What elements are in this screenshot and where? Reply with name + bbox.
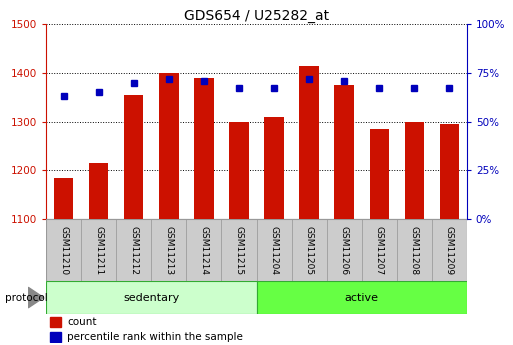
Bar xyxy=(369,129,389,219)
Bar xyxy=(334,85,354,219)
Text: GSM11211: GSM11211 xyxy=(94,226,103,275)
Bar xyxy=(186,219,222,281)
Bar xyxy=(256,219,291,281)
Bar xyxy=(159,73,179,219)
Text: GSM11214: GSM11214 xyxy=(200,226,208,275)
Bar xyxy=(116,219,151,281)
Bar xyxy=(194,78,213,219)
Bar xyxy=(46,219,81,281)
Bar xyxy=(264,117,284,219)
Text: GSM11208: GSM11208 xyxy=(410,226,419,275)
Bar xyxy=(397,219,432,281)
Bar xyxy=(300,66,319,219)
Bar xyxy=(327,219,362,281)
Bar xyxy=(256,281,467,314)
Text: GSM11205: GSM11205 xyxy=(305,226,313,275)
Bar xyxy=(124,95,144,219)
Text: percentile rank within the sample: percentile rank within the sample xyxy=(67,332,243,342)
Bar xyxy=(229,121,249,219)
Text: GSM11213: GSM11213 xyxy=(164,226,173,275)
Bar xyxy=(405,121,424,219)
Title: GDS654 / U25282_at: GDS654 / U25282_at xyxy=(184,9,329,23)
Text: active: active xyxy=(345,293,379,303)
Text: count: count xyxy=(67,317,97,327)
Bar xyxy=(291,219,327,281)
Polygon shape xyxy=(28,287,44,308)
Bar xyxy=(89,163,108,219)
Bar xyxy=(151,219,186,281)
Bar xyxy=(50,317,61,327)
Bar xyxy=(50,332,61,342)
Text: GSM11206: GSM11206 xyxy=(340,226,349,275)
Text: sedentary: sedentary xyxy=(123,293,180,303)
Bar xyxy=(432,219,467,281)
Text: GSM11210: GSM11210 xyxy=(59,226,68,275)
Text: GSM11207: GSM11207 xyxy=(374,226,384,275)
Text: GSM11204: GSM11204 xyxy=(269,226,279,275)
Bar xyxy=(54,178,73,219)
Bar xyxy=(440,124,459,219)
Text: GSM11209: GSM11209 xyxy=(445,226,454,275)
Bar xyxy=(222,219,256,281)
Text: protocol: protocol xyxy=(5,293,48,303)
Bar xyxy=(46,281,256,314)
Bar xyxy=(362,219,397,281)
Bar xyxy=(81,219,116,281)
Text: GSM11215: GSM11215 xyxy=(234,226,244,275)
Text: GSM11212: GSM11212 xyxy=(129,226,139,275)
